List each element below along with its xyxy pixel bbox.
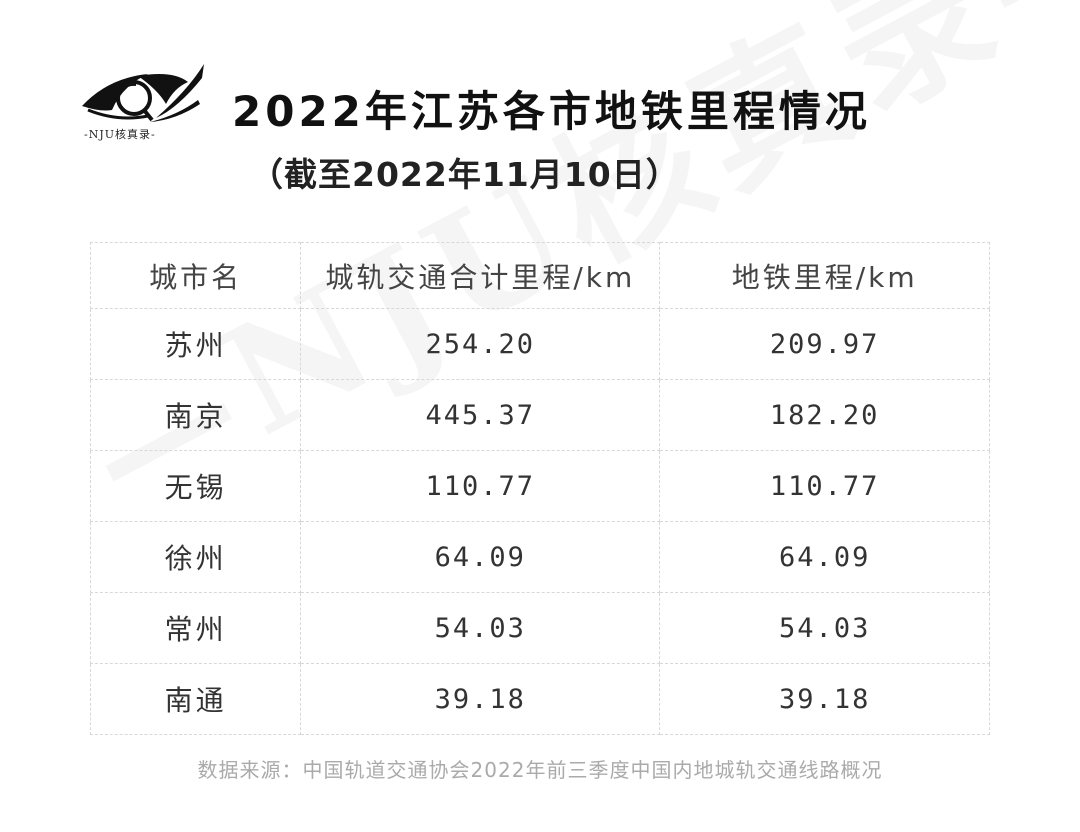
cell-total-rail-km: 64.09 (300, 521, 661, 593)
table-row: 苏州 254.20 209.97 (89, 308, 990, 380)
cell-metro-km: 182.20 (659, 379, 990, 451)
cell-city: 苏州 (89, 308, 302, 380)
table-row: 南京 445.37 182.20 (89, 379, 990, 451)
cell-metro-km: 54.03 (659, 592, 990, 664)
cell-total-rail-km: 54.03 (300, 592, 661, 664)
page-title: 2022年江苏各市地铁里程情况 (232, 87, 871, 136)
data-source-note: 数据来源：中国轨道交通协会2022年前三季度中国内地城轨交通线路概况 (197, 758, 883, 782)
logo-text: -NJU核真录- (84, 128, 156, 141)
data-table: 城市名 城轨交通合计里程/km 地铁里程/km 苏州 254.20 209.97 南京… (89, 242, 990, 735)
cell-city: 南通 (89, 663, 302, 735)
cell-metro-km: 64.09 (659, 521, 990, 593)
table-row: 南通 39.18 39.18 (89, 663, 990, 735)
cell-total-rail-km: 39.18 (300, 663, 661, 735)
column-header-total-rail: 城轨交通合计里程/km (300, 242, 661, 309)
nju-logo-eye-icon (82, 64, 204, 122)
cell-total-rail-km: 254.20 (300, 308, 661, 380)
table-row: 徐州 64.09 64.09 (89, 521, 990, 593)
cell-city: 常州 (89, 592, 302, 664)
cell-city: 徐州 (89, 521, 302, 593)
table-row: 无锡 110.77 110.77 (89, 450, 990, 522)
page-subtitle: （截至2022年11月10日） (250, 155, 680, 194)
cell-city: 南京 (89, 379, 302, 451)
column-header-city: 城市名 (89, 242, 302, 309)
cell-metro-km: 209.97 (659, 308, 990, 380)
cell-city: 无锡 (89, 450, 302, 522)
table-header-row: 城市名 城轨交通合计里程/km 地铁里程/km (89, 242, 990, 309)
cell-metro-km: 110.77 (659, 450, 990, 522)
cell-total-rail-km: 110.77 (300, 450, 661, 522)
column-header-metro: 地铁里程/km (659, 242, 990, 309)
table-row: 常州 54.03 54.03 (89, 592, 990, 664)
cell-metro-km: 39.18 (659, 663, 990, 735)
cell-total-rail-km: 445.37 (300, 379, 661, 451)
